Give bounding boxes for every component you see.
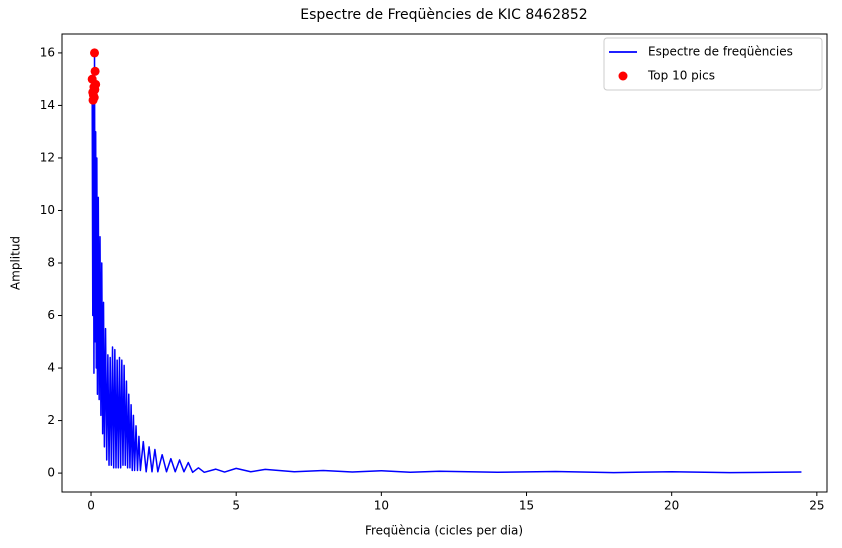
x-tick-label: 0	[87, 499, 95, 513]
x-axis-label: Freqüència (cicles per dia)	[365, 524, 523, 538]
legend-label: Top 10 pics	[647, 69, 715, 83]
x-tick-label: 25	[809, 499, 824, 513]
peak-marker	[90, 48, 100, 58]
x-tick-label: 10	[374, 499, 389, 513]
x-tick-label: 15	[519, 499, 534, 513]
y-tick-label: 12	[40, 150, 55, 164]
x-tick-label: 20	[664, 499, 679, 513]
legend-label: Espectre de freqüències	[648, 45, 793, 59]
legend: Espectre de freqüències Top 10 pics	[603, 37, 823, 91]
y-tick-label: 10	[40, 203, 55, 217]
y-tick-label: 2	[47, 413, 55, 427]
legend-marker	[618, 71, 628, 81]
chart-title: Espectre de Freqüències de KIC 8462852	[300, 7, 587, 23]
y-tick-label: 8	[47, 256, 55, 270]
y-tick-label: 0	[47, 466, 55, 480]
y-tick-label: 6	[47, 308, 55, 322]
plot-area	[87, 48, 802, 474]
y-tick-label: 16	[40, 45, 55, 59]
y-tick-label: 4	[47, 361, 55, 375]
x-tick-label: 5	[232, 499, 240, 513]
spectrum-line	[91, 52, 802, 474]
peak-marker	[90, 66, 100, 76]
y-tick-label: 14	[40, 98, 55, 112]
peak-marker	[88, 95, 98, 105]
y-axis-label: Amplitud	[9, 236, 23, 290]
axes-frame	[61, 33, 828, 493]
legend-box	[603, 37, 823, 91]
